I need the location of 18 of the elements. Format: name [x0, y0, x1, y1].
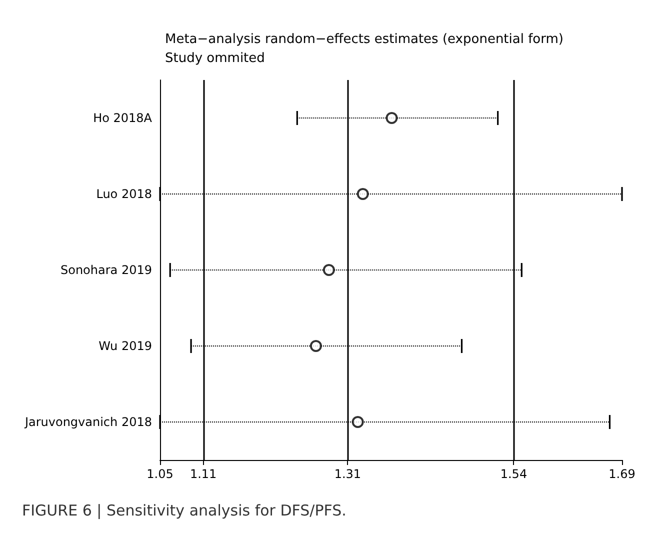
- point: [310, 340, 322, 352]
- point: [352, 416, 364, 428]
- x-tick-label: 1.54: [500, 467, 528, 481]
- point: [386, 112, 398, 124]
- x-tick-label: 1.31: [334, 467, 362, 481]
- y-tick-label: Wu 2019: [98, 339, 152, 353]
- point: [322, 264, 335, 276]
- x-tick-label: 1.69: [608, 467, 636, 481]
- x-tick-label: 1.11: [190, 467, 217, 481]
- chart-subtitle: Study ommited: [165, 51, 265, 66]
- caption: FIGURE 6 | Sensitivity analysis for DFS/PFS.: [22, 502, 346, 520]
- y-tick-label: Jaruvongvanich 2018: [24, 415, 152, 429]
- chart-title: Meta−analysis random−effects estimates (exponential form): [165, 32, 564, 47]
- y-tick-label: Sonohara 2019: [60, 263, 152, 277]
- x-tick-label: 1.05: [146, 467, 174, 481]
- y-tick-label: Ho 2018A: [93, 111, 153, 125]
- y-tick-label: Luo 2018: [96, 187, 152, 201]
- point: [356, 188, 369, 200]
